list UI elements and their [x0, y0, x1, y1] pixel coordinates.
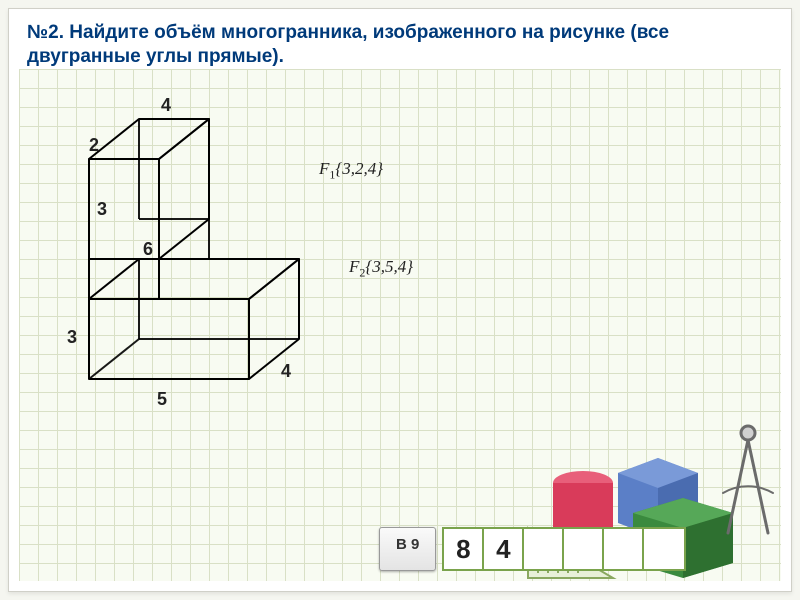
answer-cell-3[interactable]: [564, 529, 604, 569]
answer-cell-1[interactable]: 4: [484, 529, 524, 569]
polyhedron-diagram: 4 2 3 6 3 5 4: [49, 99, 369, 439]
dim-mid-height: 6: [143, 239, 153, 260]
problem-title: №2. Найдите объём многогранника, изображ…: [27, 21, 773, 69]
dim-bottom-width: 5: [157, 389, 167, 410]
task-code-button[interactable]: В 9: [379, 527, 436, 571]
answer-cell-2[interactable]: [524, 529, 564, 569]
formula-f1: F1{3,2,4}: [319, 159, 383, 182]
answer-cell-4[interactable]: [604, 529, 644, 569]
dim-top-width: 2: [89, 135, 99, 156]
answer-cell-0[interactable]: 8: [444, 529, 484, 569]
dim-bottom-height: 3: [67, 327, 77, 348]
formula-f2: F2{3,5,4}: [349, 257, 413, 280]
dim-bottom-depth: 4: [281, 361, 291, 382]
dim-top-height: 3: [97, 199, 107, 220]
dim-top-depth: 4: [161, 95, 171, 116]
answer-cell-5[interactable]: [644, 529, 684, 569]
answer-bar: В 9 8 4: [379, 527, 686, 571]
answer-cells: 8 4: [442, 527, 686, 571]
